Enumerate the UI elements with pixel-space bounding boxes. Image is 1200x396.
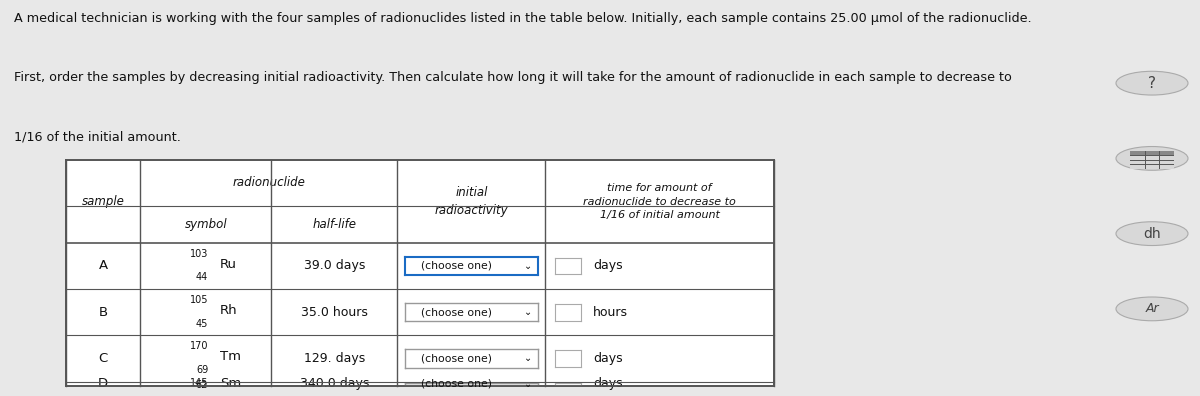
Text: First, order the samples by decreasing initial radioactivity. Then calculate how: First, order the samples by decreasing i… (14, 71, 1013, 84)
Text: 103: 103 (190, 249, 209, 259)
Text: days: days (593, 352, 623, 365)
Text: hours: hours (593, 306, 629, 319)
Text: Tm: Tm (221, 350, 241, 363)
Text: (choose one): (choose one) (421, 354, 492, 364)
Text: 39.0 days: 39.0 days (304, 259, 365, 272)
Text: time for amount of
radionuclide to decrease to
1/16 of initial amount: time for amount of radionuclide to decre… (583, 183, 736, 220)
Text: dh: dh (1144, 227, 1160, 241)
Text: 170: 170 (190, 341, 209, 351)
Text: 340.0 days: 340.0 days (300, 377, 370, 390)
Text: A medical technician is working with the four samples of radionuclides listed in: A medical technician is working with the… (14, 12, 1032, 25)
Text: (choose one): (choose one) (421, 379, 492, 389)
Text: Ru: Ru (221, 257, 238, 270)
Text: (choose one): (choose one) (421, 261, 492, 271)
Text: 129. days: 129. days (304, 352, 365, 365)
Text: C: C (98, 352, 108, 365)
Text: 1/16 of the initial amount.: 1/16 of the initial amount. (14, 131, 181, 144)
Text: symbol: symbol (185, 218, 227, 230)
Text: ⌄: ⌄ (524, 307, 533, 317)
Text: half-life: half-life (312, 218, 356, 230)
Text: radionuclide: radionuclide (233, 177, 305, 189)
Text: D: D (98, 377, 108, 390)
Text: 44: 44 (196, 272, 209, 282)
Text: ⌄: ⌄ (524, 379, 533, 389)
Text: Sm: Sm (221, 377, 241, 390)
Text: 145: 145 (190, 378, 209, 388)
Text: 45: 45 (196, 319, 209, 329)
Text: Ar: Ar (1145, 303, 1159, 315)
Text: days: days (593, 377, 623, 390)
Text: 69: 69 (196, 365, 209, 375)
Text: Rh: Rh (221, 304, 238, 317)
Text: A: A (98, 259, 108, 272)
Text: 105: 105 (190, 295, 209, 305)
Text: ?: ? (1148, 76, 1156, 91)
Bar (1130, 151, 1174, 155)
Text: 62: 62 (196, 380, 209, 390)
Text: initial
radioactivity: initial radioactivity (434, 186, 508, 217)
Text: B: B (98, 306, 108, 319)
Text: ⌄: ⌄ (524, 354, 533, 364)
Text: days: days (593, 259, 623, 272)
Text: 35.0 hours: 35.0 hours (301, 306, 367, 319)
Text: sample: sample (82, 195, 125, 208)
Text: (choose one): (choose one) (421, 307, 492, 317)
Text: ⌄: ⌄ (524, 261, 533, 271)
